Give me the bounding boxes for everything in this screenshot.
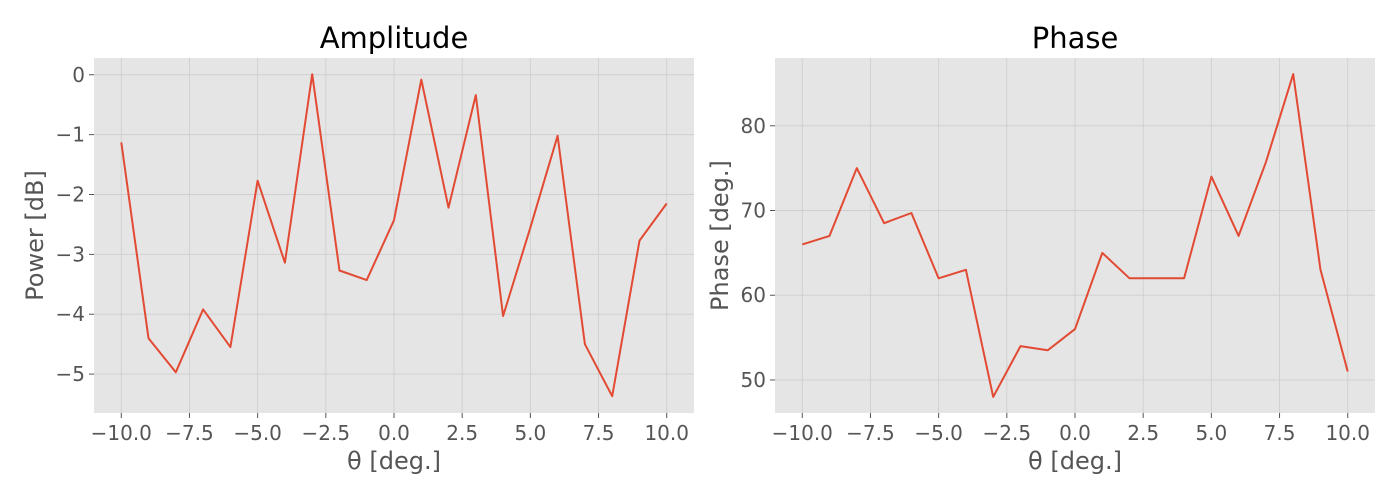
amplitude-panel: −10.0 −7.5 −5.0 −2.5 0.0 2.5 5.0 7.5 10.0 0 −1 −2 −3…	[21, 21, 694, 475]
amplitude-chart-title: Amplitude	[320, 21, 469, 55]
amplitude-x-tick-label: −7.5	[165, 421, 214, 445]
amplitude-y-tick-label: −4	[56, 302, 85, 326]
amplitude-series-line	[120, 73, 668, 398]
phase-x-tick-label: 0.0	[1059, 421, 1091, 445]
amplitude-x-tick-label: −10.0	[91, 421, 152, 445]
phase-chart-title: Phase	[1032, 21, 1119, 55]
phase-y-tick-label: 50	[741, 368, 766, 392]
amplitude-y-tick-label: −1	[56, 123, 85, 147]
amplitude-x-tick-label: 5.0	[514, 421, 546, 445]
amplitude-y-tick-label: 0	[72, 63, 85, 87]
phase-x-tick-label: 2.5	[1127, 421, 1159, 445]
amplitude-x-tick-label: 7.5	[583, 421, 615, 445]
phase-x-axis-label: θ [deg.]	[1028, 447, 1122, 475]
phase-x-tick-label: −10.0	[772, 421, 833, 445]
amplitude-y-tick-label: −3	[56, 242, 85, 266]
phase-x-tick-label: 10.0	[1325, 421, 1370, 445]
phase-series-line	[802, 73, 1349, 398]
amplitude-x-tick-label: −5.0	[233, 421, 282, 445]
phase-panel: −10.0 −7.5 −5.0 −2.5 0.0 2.5 5.0 7.5 10.0 50 60 70 8…	[706, 21, 1375, 475]
phase-x-tick-label: 5.0	[1195, 421, 1227, 445]
amplitude-x-axis-label: θ [deg.]	[347, 447, 441, 475]
phase-x-tick-label: −7.5	[846, 421, 895, 445]
phase-x-tick-label: 7.5	[1264, 421, 1296, 445]
amplitude-x-tick-label: 2.5	[446, 421, 478, 445]
phase-y-tick-label: 70	[741, 199, 766, 223]
phase-y-axis-label: Phase [deg.]	[706, 160, 734, 311]
phase-x-tick-label: −5.0	[914, 421, 963, 445]
phase-y-tick-label: 80	[741, 114, 766, 138]
amplitude-x-tick-label: 0.0	[378, 421, 410, 445]
amplitude-y-axis-label: Power [dB]	[21, 170, 49, 301]
amplitude-y-tick-label: −5	[56, 362, 85, 386]
amplitude-y-tick-label: −2	[56, 182, 85, 206]
amplitude-x-tick-label: −2.5	[302, 421, 351, 445]
phase-x-tick-label: −2.5	[983, 421, 1032, 445]
phase-y-tick-label: 60	[741, 283, 766, 307]
amplitude-x-tick-label: 10.0	[644, 421, 689, 445]
